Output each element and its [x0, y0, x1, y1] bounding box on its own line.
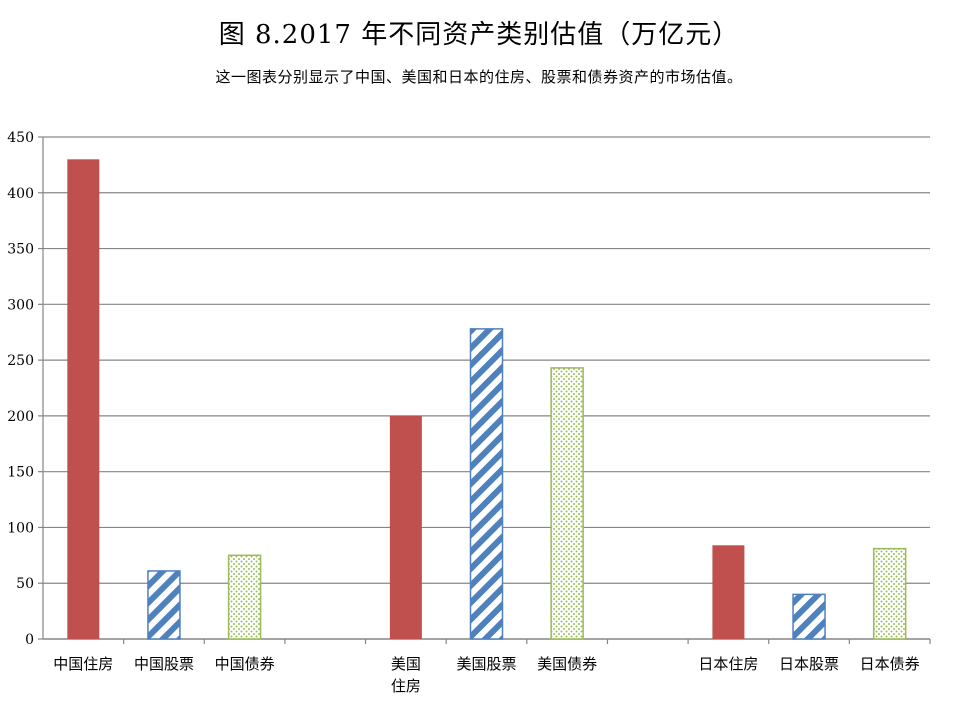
bar-stock	[792, 593, 826, 640]
x-category-label: 美国	[391, 655, 421, 673]
x-category-label: 住房	[391, 677, 421, 695]
bar-housing	[67, 159, 100, 640]
y-axis-ticks: 0 50 100 150 200 250 300 350 400 450	[7, 130, 34, 648]
bar-housing	[712, 545, 745, 639]
ytick-label: 50	[16, 576, 34, 592]
ytick-label: 200	[7, 409, 34, 425]
x-category-label: 美国股票	[456, 655, 516, 673]
bar-housing	[389, 415, 422, 639]
bar-stock	[469, 328, 504, 640]
x-category-label: 中国债券	[215, 655, 275, 673]
x-category-label: 日本债券	[860, 655, 920, 673]
ytick-label: 0	[25, 632, 34, 648]
ytick-label: 100	[7, 520, 34, 536]
x-category-label: 日本住房	[698, 655, 758, 673]
ytick-label: 350	[7, 242, 34, 258]
bar-stock	[147, 570, 181, 640]
bars	[67, 159, 907, 640]
bar-bond	[227, 554, 262, 640]
ytick-label: 450	[7, 130, 34, 146]
chart-subtitle: 这一图表分别显示了中国、美国和日本的住房、股票和债券资产的市场估值。	[215, 68, 743, 86]
ytick-label: 400	[7, 186, 34, 202]
chart-title: 图 8.2017 年不同资产类别估值（万亿元）	[218, 20, 740, 50]
ytick-label: 300	[7, 297, 34, 313]
x-category-label: 中国股票	[134, 655, 194, 673]
bar-bond	[550, 367, 584, 640]
x-category-label: 中国住房	[53, 655, 113, 673]
x-category-label: 美国债券	[537, 655, 597, 673]
x-category-label: 日本股票	[779, 655, 839, 673]
ytick-label: 150	[7, 465, 34, 481]
bar-bond	[872, 547, 907, 640]
ytick-label: 250	[7, 353, 34, 369]
